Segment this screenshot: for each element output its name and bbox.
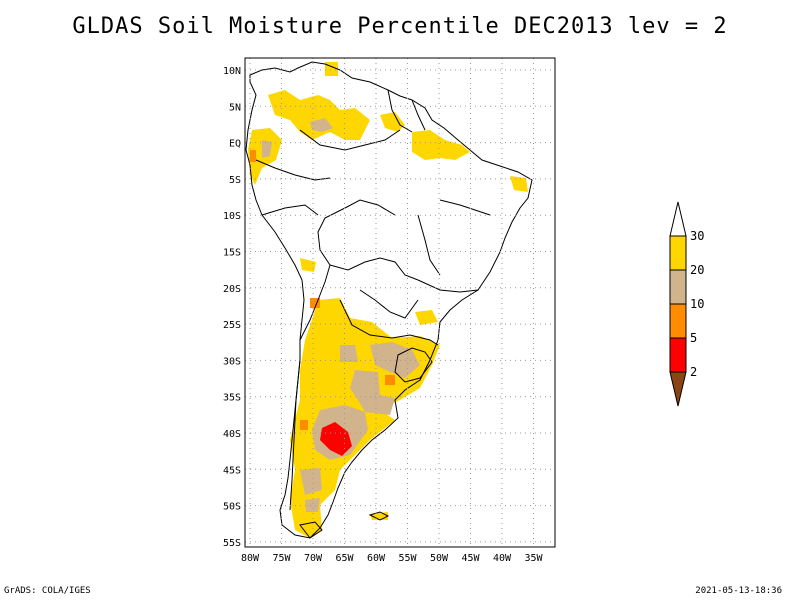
lat-tick-label: 20S <box>223 284 241 295</box>
border-line <box>261 204 319 216</box>
patch-orange <box>250 150 256 162</box>
lat-tick-label: 55S <box>223 538 241 549</box>
colorbar-legend: 2 5 10 20 30 <box>669 201 704 407</box>
patch-tan <box>262 140 272 158</box>
patch-orange <box>385 375 395 385</box>
border-line <box>317 199 396 266</box>
lon-tick-label: 50W <box>430 553 449 564</box>
footer-timestamp: 2021-05-13-18:36 <box>695 586 782 596</box>
footer-credit: GrADS: COLA/IGES <box>4 586 91 596</box>
patch-orange <box>300 420 308 430</box>
patch-tan <box>310 118 333 132</box>
border-line <box>387 89 413 133</box>
lat-tick-label: 5S <box>229 175 241 186</box>
falklands <box>368 511 390 521</box>
continent-outline <box>245 61 533 539</box>
lat-tick-label: 15S <box>223 248 241 259</box>
lon-tick-label: 45W <box>461 553 480 564</box>
grid-lines <box>245 58 555 547</box>
border-line <box>299 264 331 341</box>
lat-tick-label: 30S <box>223 356 241 367</box>
lon-tick-label: 60W <box>367 553 386 564</box>
legend-label: 30 <box>690 229 704 243</box>
patch-tan <box>300 468 322 495</box>
border-line <box>329 257 419 281</box>
patch-yellow <box>510 176 528 192</box>
lon-tick-label: 75W <box>272 553 291 564</box>
border-line <box>299 129 401 151</box>
border-line <box>417 214 441 276</box>
lat-tick-label: 35S <box>223 393 241 404</box>
lat-tick-label: 50S <box>223 502 241 513</box>
lat-tick-label: 5N <box>229 102 241 113</box>
border-line <box>417 279 479 293</box>
map-border <box>244 57 556 548</box>
patch-yellow <box>380 112 405 132</box>
lon-tick-label: 80W <box>241 553 260 564</box>
map-title: GLDAS Soil Moisture Percentile DEC2013 l… <box>72 14 728 39</box>
legend-bin-highest <box>669 201 687 237</box>
border-line <box>391 334 439 346</box>
legend-label: 2 <box>690 365 697 379</box>
lat-tick-label: 10N <box>223 66 241 77</box>
border-line <box>359 289 419 319</box>
legend-bin <box>669 303 687 339</box>
border-line <box>411 99 426 131</box>
border-line <box>339 299 393 339</box>
lon-tick-label: 70W <box>304 553 323 564</box>
legend-bin <box>669 235 687 271</box>
legend-bin-lowest <box>669 371 687 407</box>
border-line <box>394 347 433 383</box>
border-line <box>439 199 491 216</box>
legend-bin <box>669 269 687 305</box>
lat-tick-label: 40S <box>223 429 241 440</box>
lon-tick-label: 65W <box>335 553 354 564</box>
axis-labels: 10N 5N EQ 5S 10S 15S 20S 25S 30S 35S 40S 45S 50S 55S8… <box>223 66 544 564</box>
tierra-del-fuego <box>299 521 323 539</box>
lat-tick-label: EQ <box>229 139 241 150</box>
patch-yellow <box>415 310 438 325</box>
legend-label: 5 <box>690 331 697 345</box>
patch-yellow <box>300 258 316 272</box>
legend-label: 10 <box>690 297 704 311</box>
legend-bin <box>669 337 687 373</box>
lon-tick-label: 40W <box>493 553 512 564</box>
patch-red <box>320 422 352 456</box>
lon-tick-label: 35W <box>524 553 543 564</box>
shaded-patches <box>248 62 528 538</box>
lon-tick-label: 55W <box>398 553 417 564</box>
border-line <box>289 359 301 511</box>
legend-label: 20 <box>690 263 704 277</box>
patch-tan <box>305 498 320 512</box>
patch-yellow <box>268 90 370 140</box>
patch-yellow <box>325 62 338 76</box>
lat-tick-label: 25S <box>223 320 241 331</box>
patch-yellow <box>412 130 470 160</box>
lat-tick-label: 10S <box>223 211 241 222</box>
patch-tan <box>350 370 395 415</box>
patch-tan <box>340 345 358 362</box>
lat-tick-label: 45S <box>223 465 241 476</box>
country-borders <box>245 61 533 539</box>
